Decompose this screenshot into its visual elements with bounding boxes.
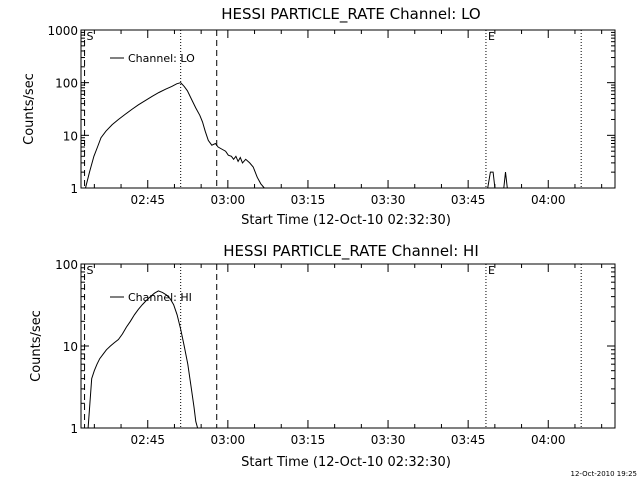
x-tick-label: 03:15 bbox=[291, 193, 326, 207]
x-tick-label: 04:00 bbox=[531, 193, 566, 207]
event-marker-label: E bbox=[488, 30, 495, 43]
x-tick-label: 03:30 bbox=[371, 193, 406, 207]
y-tick-label: 1000 bbox=[47, 24, 78, 38]
x-tick-label: 03:45 bbox=[451, 193, 486, 207]
event-marker-label: E bbox=[488, 264, 495, 277]
y-ticks: 1 10 100 1000 bbox=[47, 24, 615, 196]
series-line bbox=[87, 290, 199, 429]
chart-panel-hi: HESSI PARTICLE_RATE Channel: HI S E 02:45… bbox=[29, 242, 616, 470]
x-axis-label: Start Time (12-Oct-10 02:32:30) bbox=[241, 455, 451, 470]
event-marker-label: S bbox=[87, 30, 94, 43]
y-tick-label: 100 bbox=[55, 77, 78, 91]
legend-label: Channel: LO bbox=[128, 52, 195, 65]
y-tick-label: 1 bbox=[70, 182, 78, 196]
y-tick-label: 10 bbox=[63, 340, 78, 354]
legend: Channel: LO bbox=[110, 52, 195, 65]
event-marker-label: S bbox=[87, 264, 94, 277]
plot-frame bbox=[80, 29, 616, 189]
y-ticks: 1 10 100 bbox=[55, 258, 615, 436]
y-tick-label: 1 bbox=[70, 422, 78, 436]
x-tick-label: 03:15 bbox=[291, 433, 326, 447]
y-tick-label: 10 bbox=[63, 129, 78, 143]
x-tick-label: 03:00 bbox=[211, 433, 246, 447]
x-ticks: 02:45 03:00 03:15 03:30 03:45 04:00 bbox=[93, 264, 603, 447]
y-axis-label: Counts/sec bbox=[22, 73, 37, 145]
y-axis-label: Counts/sec bbox=[29, 310, 44, 382]
timestamp: 12-Oct-2010 19:25 bbox=[571, 470, 637, 478]
x-tick-label: 03:30 bbox=[371, 433, 406, 447]
x-ticks: 02:45 03:00 03:15 03:30 03:45 04:00 bbox=[93, 30, 603, 207]
y-tick-label: 100 bbox=[55, 258, 78, 272]
x-axis-label: Start Time (12-Oct-10 02:32:30) bbox=[241, 213, 451, 228]
series-line bbox=[85, 82, 265, 189]
legend-label: Channel: HI bbox=[128, 291, 192, 304]
chart-title: HESSI PARTICLE_RATE Channel: HI bbox=[223, 242, 479, 261]
x-tick-label: 03:00 bbox=[211, 193, 246, 207]
chart-title: HESSI PARTICLE_RATE Channel: LO bbox=[221, 5, 480, 24]
x-tick-label: 02:45 bbox=[130, 193, 165, 207]
x-tick-label: 04:00 bbox=[531, 433, 566, 447]
legend: Channel: HI bbox=[110, 291, 192, 304]
x-tick-label: 03:45 bbox=[451, 433, 486, 447]
chart-panel-lo: HESSI PARTICLE_RATE Channel: LO S E 02:45… bbox=[22, 5, 616, 228]
x-tick-label: 02:45 bbox=[130, 433, 165, 447]
